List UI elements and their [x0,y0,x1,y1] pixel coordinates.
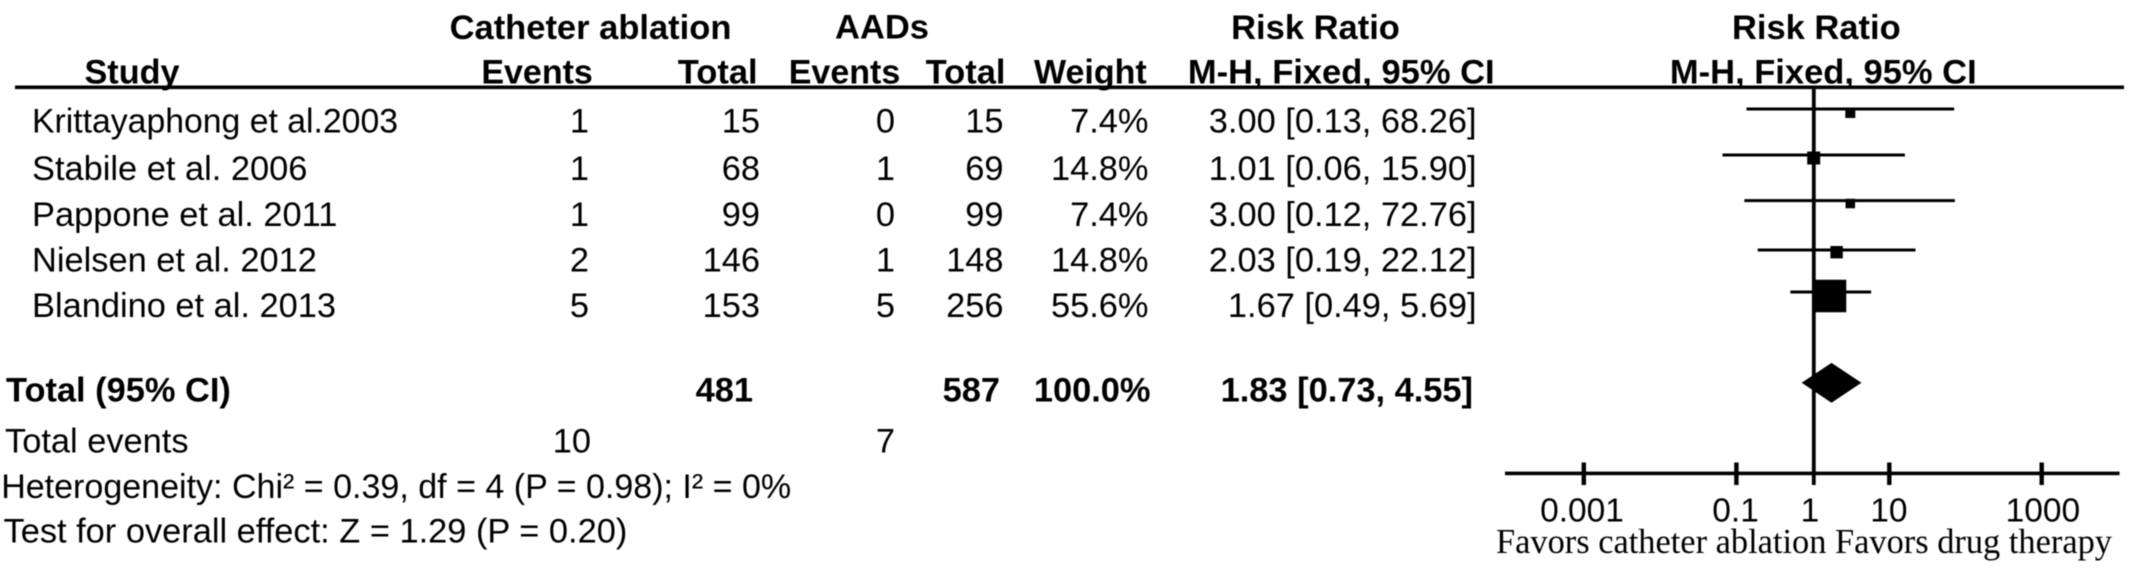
svg-text:3.00 [0.13, 68.26]: 3.00 [0.13, 68.26] [1209,103,1477,141]
svg-text:1.67 [0.49, 5.69]: 1.67 [0.49, 5.69] [1228,287,1477,325]
svg-text:0: 0 [876,196,895,234]
svg-text:481: 481 [696,372,753,410]
svg-text:0.1: 0.1 [1712,493,1759,530]
svg-text:Test for overall effect: Z = 1: Test for overall effect: Z = 1.29 (P = 0… [4,513,628,551]
svg-text:7.4%: 7.4% [1070,103,1148,141]
svg-text:5: 5 [876,287,895,325]
svg-text:3.00 [0.12, 72.76]: 3.00 [0.12, 72.76] [1209,196,1477,234]
svg-text:1: 1 [1801,493,1820,530]
svg-text:1: 1 [570,150,589,188]
svg-text:Blandino et al. 2013: Blandino et al. 2013 [32,287,336,325]
svg-text:146: 146 [703,241,760,279]
svg-text:AADs: AADs [835,9,929,47]
svg-text:14.8%: 14.8% [1051,241,1149,279]
svg-text:7: 7 [876,423,895,461]
svg-text:Risk Ratio: Risk Ratio [1231,9,1400,47]
svg-text:7.4%: 7.4% [1070,196,1148,234]
svg-text:69: 69 [965,150,1003,188]
svg-text:1: 1 [570,196,589,234]
svg-text:Weight: Weight [1034,54,1147,92]
svg-text:587: 587 [943,372,1000,410]
svg-text:10: 10 [1870,493,1907,530]
svg-text:M-H, Fixed, 95% CI: M-H, Fixed, 95% CI [1188,54,1495,92]
svg-text:1: 1 [570,103,589,141]
svg-text:5: 5 [570,287,589,325]
svg-text:Favors catheter ablation Favor: Favors catheter ablation Favors drug the… [1496,523,2113,561]
svg-text:M-H, Fixed, 95% CI: M-H, Fixed, 95% CI [1670,54,1977,92]
svg-text:Nielsen et al. 2012: Nielsen et al. 2012 [32,241,317,279]
svg-text:99: 99 [722,196,760,234]
svg-text:Krittayaphong et al.2003: Krittayaphong et al.2003 [32,103,398,141]
svg-text:Events: Events [789,54,901,92]
svg-text:1000: 1000 [2006,493,2081,530]
svg-text:Risk Ratio: Risk Ratio [1732,9,1901,47]
svg-text:153: 153 [703,287,760,325]
svg-text:1: 1 [876,241,895,279]
svg-text:0.001: 0.001 [1540,493,1624,530]
svg-text:1: 1 [876,150,895,188]
svg-text:Total events: Total events [5,423,189,461]
svg-text:256: 256 [946,287,1003,325]
svg-text:148: 148 [946,241,1003,279]
svg-text:1.83 [0.73, 4.55]: 1.83 [0.73, 4.55] [1221,372,1473,410]
svg-text:2.03 [0.19, 22.12]: 2.03 [0.19, 22.12] [1209,241,1477,279]
svg-text:0: 0 [876,103,895,141]
svg-text:Catheter ablation: Catheter ablation [450,9,732,47]
svg-text:Stabile et al. 2006: Stabile et al. 2006 [32,150,307,188]
svg-text:Pappone et al. 2011: Pappone et al. 2011 [32,196,337,234]
svg-text:99: 99 [965,196,1003,234]
svg-text:Total: Total [678,54,758,92]
svg-text:Heterogeneity: Chi² = 0.39, df: Heterogeneity: Chi² = 0.39, df = 4 (P = … [1,468,791,506]
svg-text:Study: Study [85,54,180,92]
svg-text:68: 68 [722,150,760,188]
svg-text:15: 15 [965,103,1003,141]
svg-text:1.01 [0.06, 15.90]: 1.01 [0.06, 15.90] [1209,150,1477,188]
svg-text:2: 2 [570,241,589,279]
svg-text:Total (95% CI): Total (95% CI) [6,372,231,410]
svg-text:15: 15 [722,103,760,141]
svg-text:14.8%: 14.8% [1051,150,1149,188]
svg-text:100.0%: 100.0% [1034,372,1151,410]
svg-text:Events: Events [481,54,593,92]
svg-text:10: 10 [553,423,591,461]
svg-text:Total: Total [926,54,1006,92]
svg-text:55.6%: 55.6% [1051,287,1149,325]
